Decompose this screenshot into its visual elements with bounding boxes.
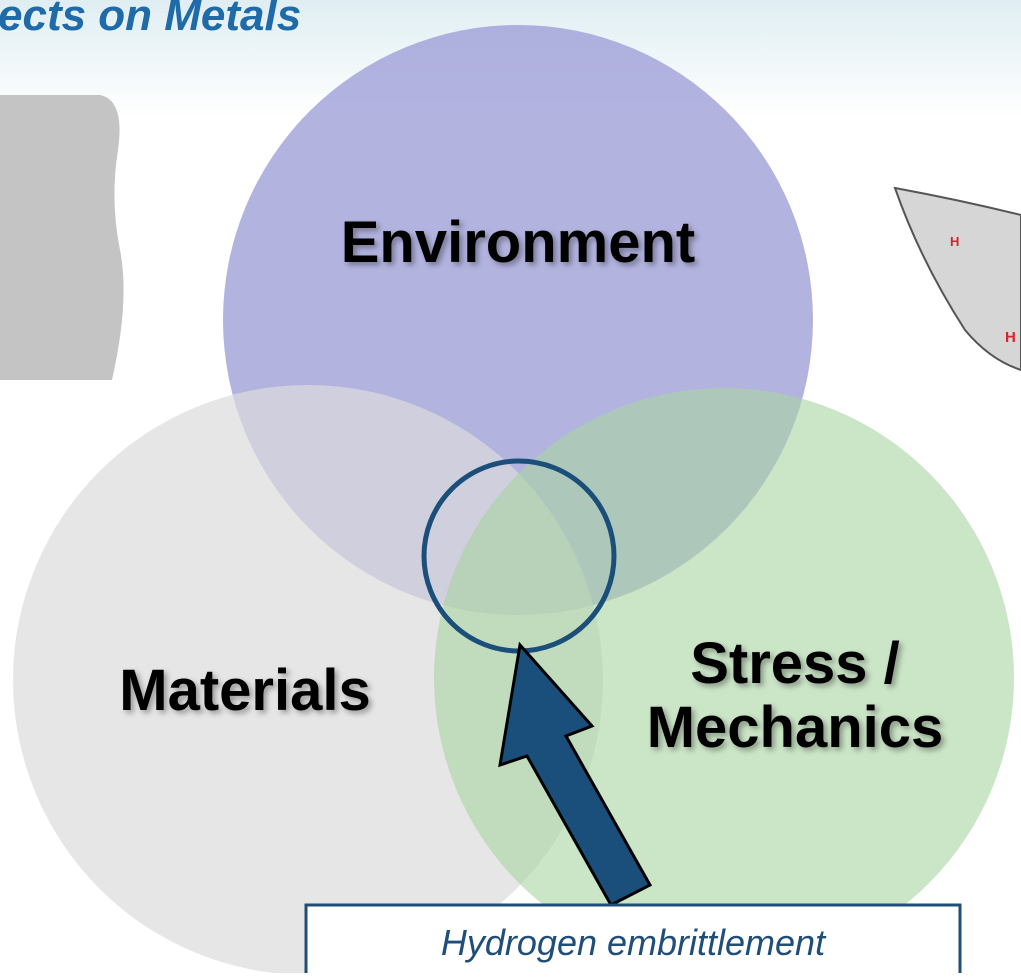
node-label-line: Mechanics [647, 695, 944, 760]
node-label-line: Stress / [690, 631, 900, 696]
node-label: Materials [119, 658, 370, 723]
page: H H ects on Metals Environment Materials… [0, 0, 1021, 973]
node-label: Environment [341, 210, 696, 275]
node-label: Stress /Mechanics [647, 631, 944, 760]
slide-title: ects on Metals [0, 0, 301, 40]
decor-shape [0, 95, 124, 380]
side-label: H [950, 234, 959, 249]
side-label: H [1005, 329, 1016, 346]
annotation-label: Hydrogen embrittlement [441, 922, 827, 963]
slide: H H ects on Metals Environment Materials… [0, 0, 1021, 973]
